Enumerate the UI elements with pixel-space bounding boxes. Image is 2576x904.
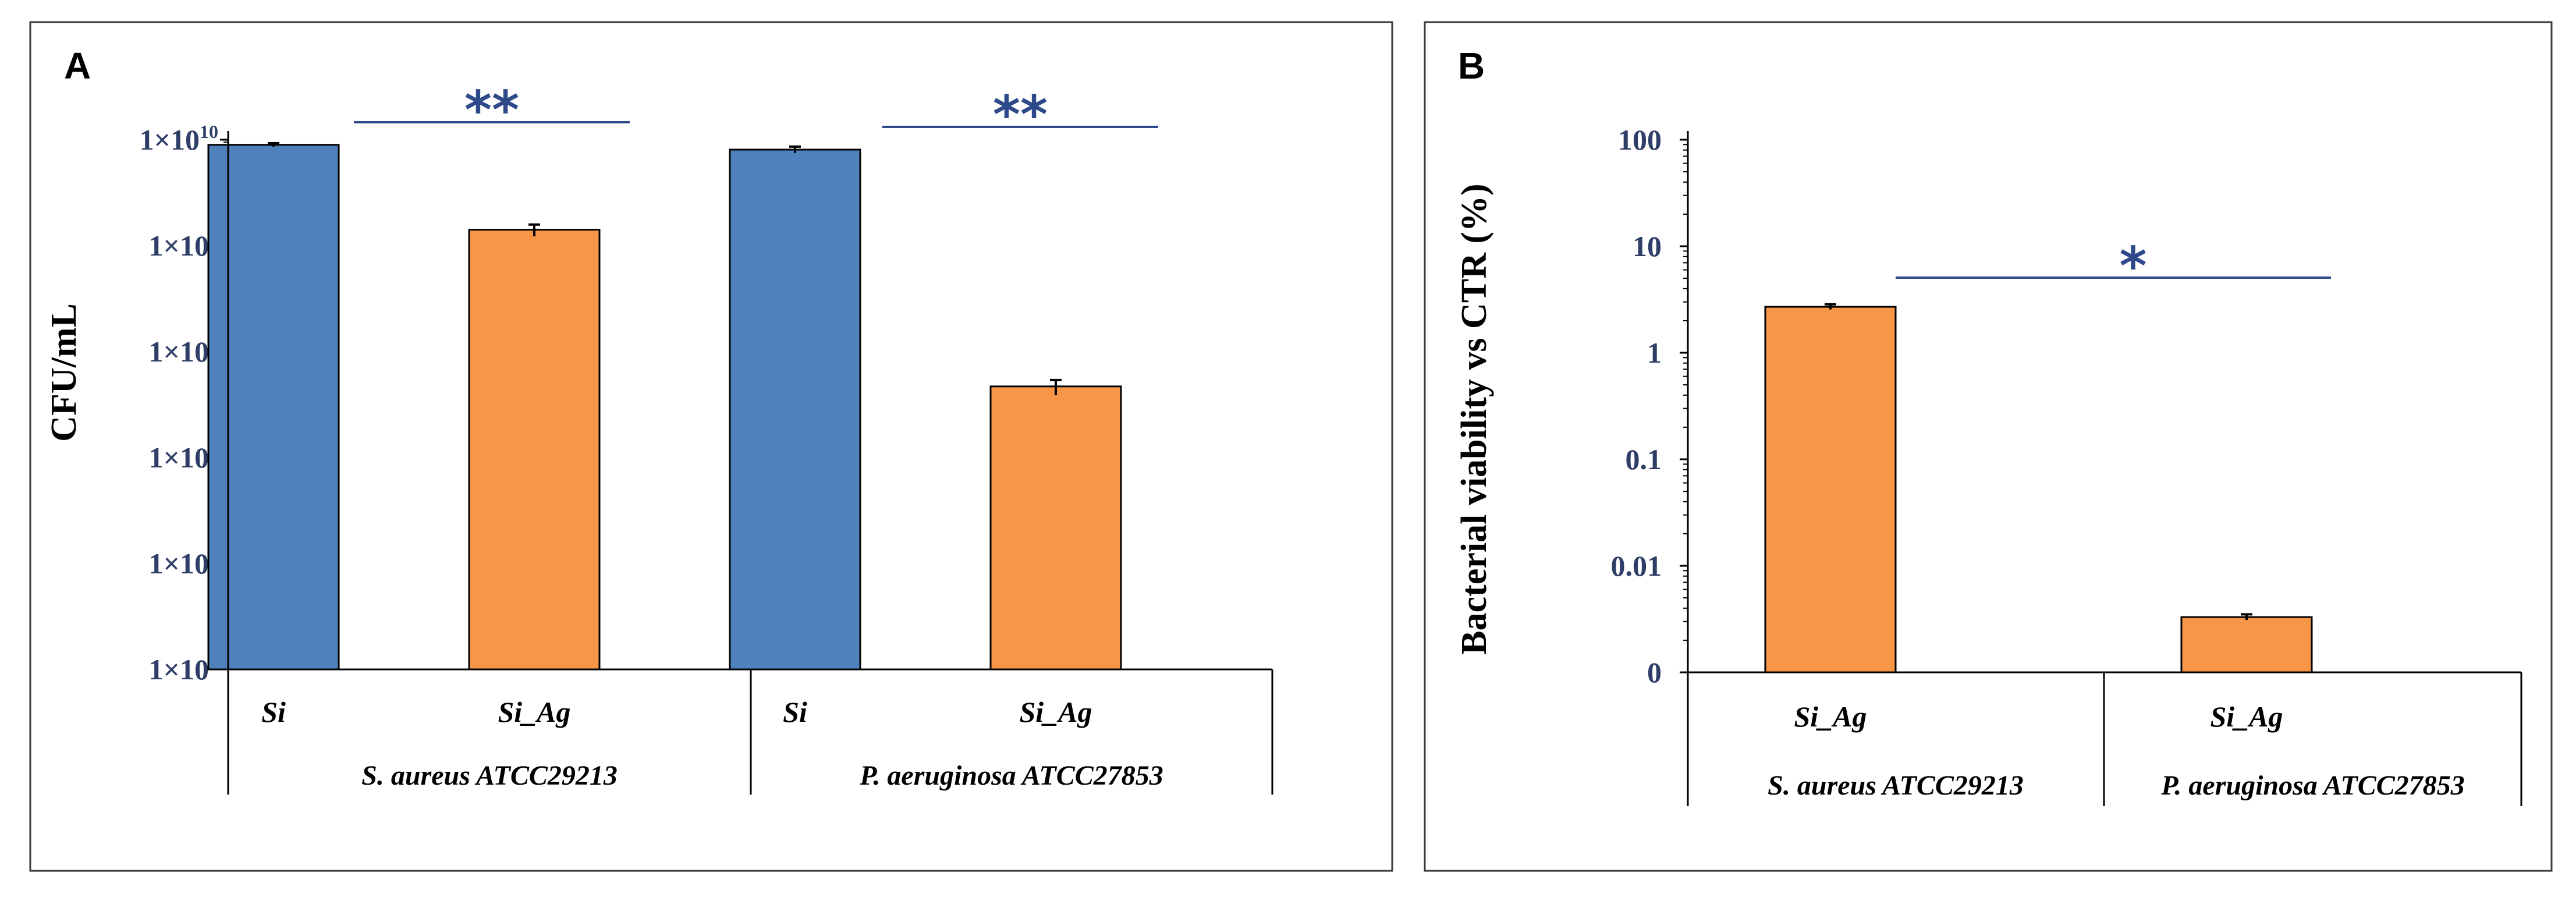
panel-a-bars: Si Si_Ag Si Si_Ag bbox=[207, 141, 1122, 728]
panel-b-letter: B bbox=[1458, 45, 1485, 87]
panel-b-y-axis-title: Bacterial viability vs CTR (%) bbox=[1454, 183, 1494, 654]
panel-b-group-label-saureus: S. aureus ATCC29213 bbox=[1768, 770, 2024, 801]
y-tick-label: 10 bbox=[1633, 230, 1662, 263]
panel-b-group-label-paeruginosa: P. aeruginosa ATCC27853 bbox=[2160, 770, 2464, 801]
y-tick-label: 1×1010 bbox=[140, 121, 219, 156]
panel-a-significance-2: ** bbox=[993, 84, 1048, 146]
y-tick-label: 1 bbox=[1647, 336, 1662, 369]
bar-si-ag bbox=[1764, 306, 1897, 673]
category-label: Si_Ag bbox=[1019, 696, 1092, 728]
category-label: Si_Ag bbox=[2210, 700, 2283, 733]
panel-a-group-label-saureus: S. aureus ATCC29213 bbox=[361, 760, 618, 791]
category-label: Si bbox=[261, 696, 286, 728]
panel-a-y-axis-title: CFU/mL bbox=[44, 303, 84, 442]
panel-a-group-label-paeruginosa: P. aeruginosa ATCC27853 bbox=[859, 760, 1163, 791]
y-tick-label: 0.1 bbox=[1626, 443, 1662, 476]
panel-b: B Bacterial viability vs CTR (%) 0 0.01 0.… bbox=[1424, 21, 2553, 872]
bar-si-ag bbox=[989, 385, 1122, 671]
category-label: Si_Ag bbox=[498, 696, 570, 728]
y-tick-label: 0.01 bbox=[1611, 550, 1662, 582]
panel-a: A CFU/mL 1×1001×1021×1041×1061×1081×1010… bbox=[29, 21, 1393, 872]
panel-a-border bbox=[29, 21, 1393, 872]
bar-si-ag bbox=[2180, 616, 2313, 673]
bar-si bbox=[729, 148, 861, 671]
panel-a-letter: A bbox=[64, 45, 91, 87]
category-label: Si bbox=[783, 696, 807, 728]
panel-a-significance-1: ** bbox=[464, 80, 519, 141]
y-tick-label: 100 bbox=[1618, 123, 1662, 156]
bar-si-ag bbox=[468, 229, 601, 671]
y-tick-label: 0 bbox=[1647, 656, 1662, 689]
panel-b-border bbox=[1424, 21, 2553, 872]
panel-b-significance: * bbox=[2119, 236, 2146, 297]
bar-si bbox=[207, 144, 340, 671]
category-label: Si_Ag bbox=[1794, 700, 1867, 733]
panel-b-bars: Si_Ag Si_Ag bbox=[1764, 303, 2313, 733]
panel-b-y-ticks: 0 0.01 0.1 1 10 100 bbox=[1611, 123, 1688, 689]
